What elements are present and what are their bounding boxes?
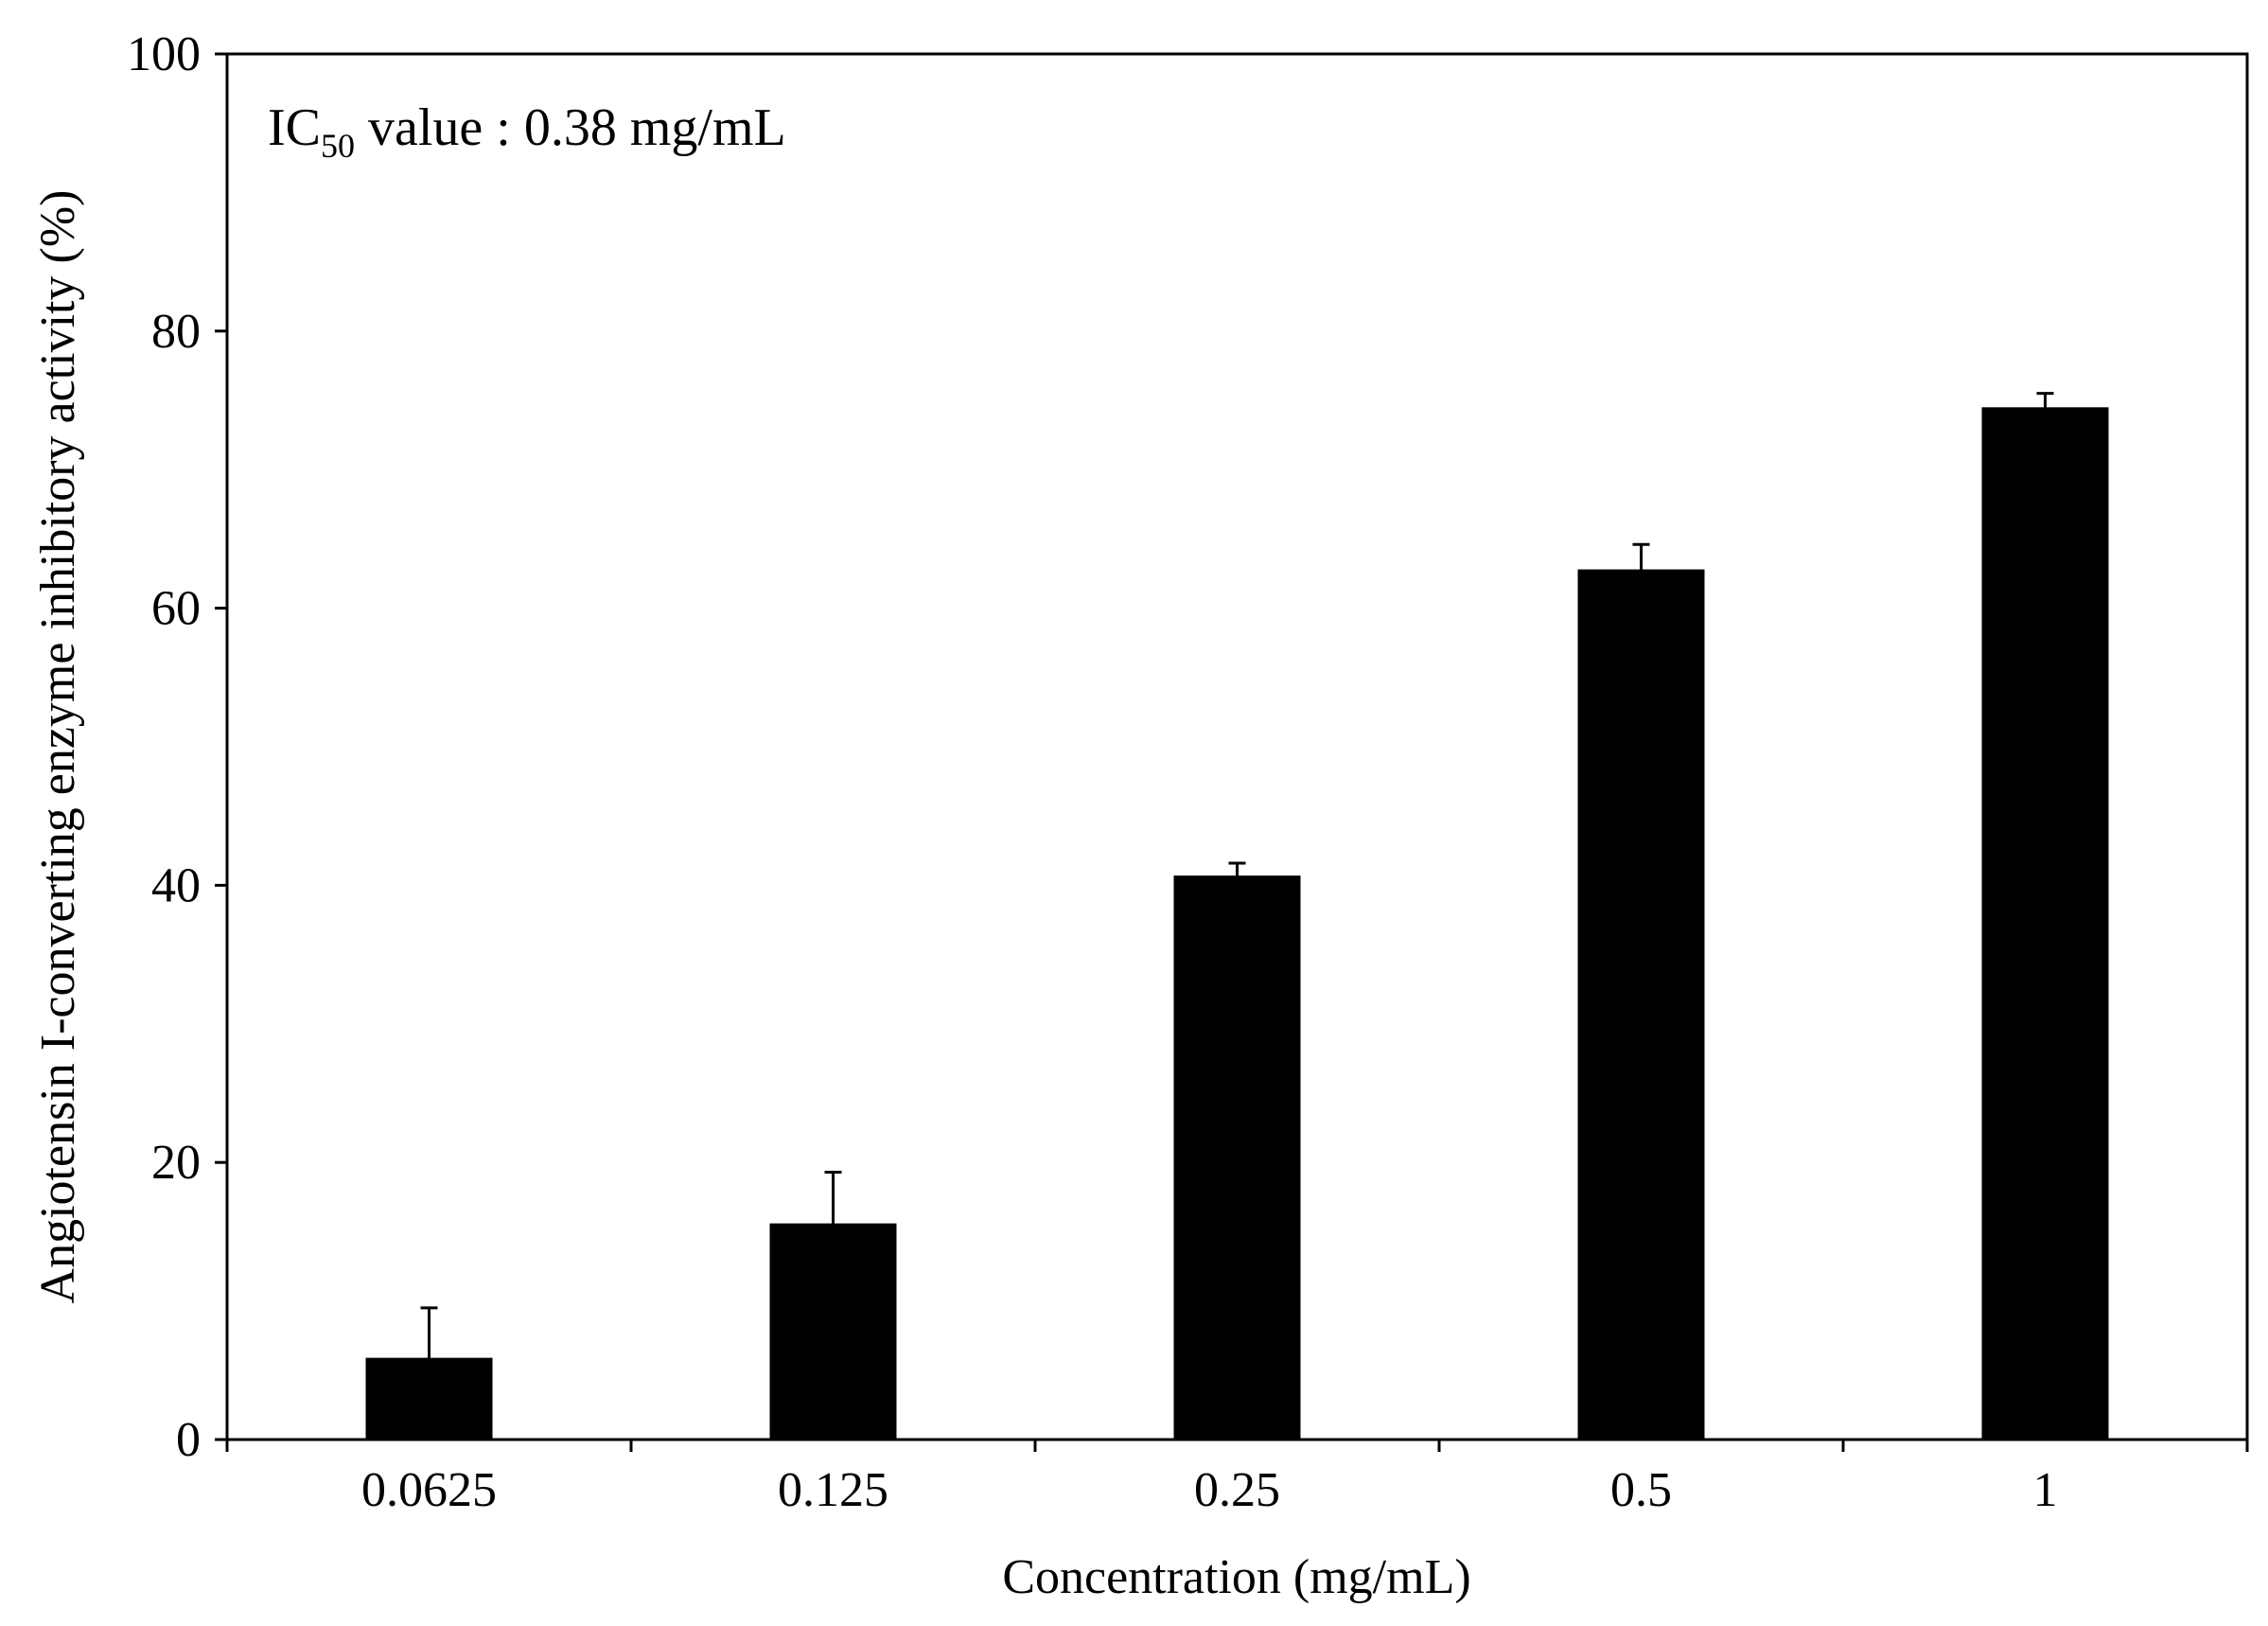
y-tick-label: 20 <box>151 1136 201 1190</box>
ic50-subscript: 50 <box>321 127 355 165</box>
bars <box>365 407 2109 1440</box>
ic50-label: IC <box>268 98 321 157</box>
x-tick-label: 0.125 <box>778 1463 888 1517</box>
bar <box>1577 569 1705 1440</box>
x-axis-title: Concentration (mg/mL) <box>1002 1550 1470 1604</box>
x-tick-label: 0.5 <box>1610 1463 1672 1517</box>
ic50-annotation: IC50 value : 0.38 mg/mL <box>268 98 786 165</box>
y-tick-label: 80 <box>151 305 201 359</box>
x-tick-label: 1 <box>2033 1463 2058 1517</box>
y-tick-label: 0 <box>176 1413 201 1467</box>
y-tick-label: 40 <box>151 858 201 912</box>
x-tick-label: 0.25 <box>1194 1463 1280 1517</box>
x-tick-label: 0.0625 <box>361 1463 497 1517</box>
bar <box>1981 407 2109 1440</box>
y-tick-label: 100 <box>127 27 201 81</box>
y-axis: 0 20 40 60 80 100 <box>127 27 227 1467</box>
bar <box>1173 875 1301 1440</box>
y-tick-label: 60 <box>151 582 201 636</box>
y-axis-title: Angiotensin I-converting enzyme inhibito… <box>31 190 85 1304</box>
ic50-value: value : 0.38 mg/mL <box>355 98 786 157</box>
x-axis: 0.0625 0.125 0.25 0.5 1 <box>225 1440 2249 1517</box>
error-bars <box>420 392 2054 1408</box>
